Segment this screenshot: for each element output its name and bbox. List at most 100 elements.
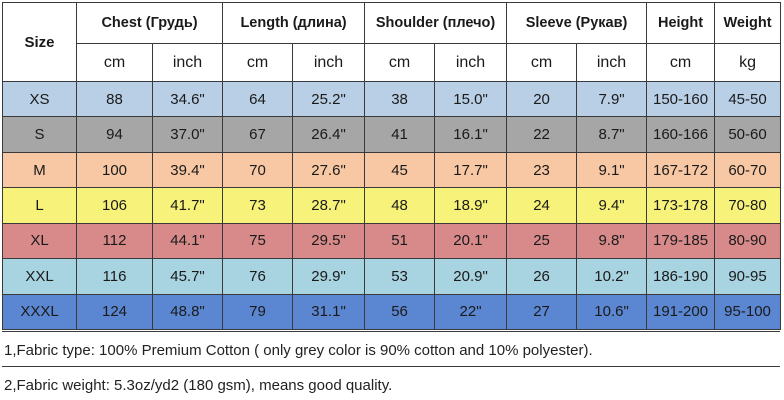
- table-row: XXL 116 45.7" 76 29.9" 53 20.9" 26 10.2" 186-190 9…: [2, 258, 782, 295]
- measurement-cell: 79: [222, 293, 294, 331]
- measurement-cell: 16.1": [434, 116, 508, 153]
- measurement-cell: 27.6": [292, 151, 366, 189]
- length-header: Length (длина): [222, 2, 366, 44]
- unit-header: inch: [292, 43, 366, 82]
- measurement-cell: 80-90: [714, 222, 782, 260]
- measurement-cell: 116: [76, 258, 153, 295]
- unit-header: inch: [434, 43, 508, 82]
- measurement-cell: 70-80: [714, 187, 782, 224]
- measurement-cell: 100: [76, 151, 153, 189]
- size-cell: L: [2, 187, 77, 224]
- measurement-cell: 73: [222, 187, 294, 224]
- measurement-cell: 50-60: [714, 116, 782, 153]
- measurement-cell: 25.2": [292, 80, 366, 118]
- measurement-cell: 37.0": [151, 116, 224, 153]
- measurement-cell: 31.1": [292, 293, 366, 331]
- measurement-cell: 94: [76, 116, 153, 153]
- measurement-cell: 64: [222, 80, 294, 118]
- measurement-cell: 167-172: [646, 151, 716, 189]
- measurement-cell: 45-50: [714, 80, 782, 118]
- measurement-cell: 27: [506, 293, 578, 331]
- unit-header: kg: [714, 43, 782, 82]
- header-group-row: Size Chest (Грудь) Length (длина) Should…: [2, 2, 782, 82]
- measurement-cell: 29.5": [292, 222, 366, 260]
- measurement-cell: 22": [434, 293, 508, 331]
- fabric-type-note: 1,Fabric type: 100% Premium Cotton ( onl…: [4, 342, 593, 359]
- measurement-cell: 60-70: [714, 151, 782, 189]
- measurement-cell: 112: [76, 222, 153, 260]
- shoulder-header: Shoulder (плечо): [364, 2, 508, 44]
- measurement-cell: 75: [222, 222, 294, 260]
- measurement-cell: 48.8": [151, 293, 224, 331]
- measurement-cell: 18.9": [434, 187, 508, 224]
- unit-header: inch: [151, 43, 224, 82]
- measurement-cell: 48: [364, 187, 436, 224]
- table-row: L 106 41.7" 73 28.7" 48 18.9" 24 9.4" 173-178 70-8…: [2, 187, 782, 224]
- measurement-cell: 90-95: [714, 258, 782, 295]
- measurement-cell: 10.6": [576, 293, 648, 331]
- fabric-weight-note: 2,Fabric weight: 5.3oz/yd2 (180 gsm), me…: [4, 377, 393, 394]
- measurement-cell: 56: [364, 293, 436, 331]
- size-chart-table: Size Chest (Грудь) Length (длина) Should…: [2, 2, 782, 331]
- measurement-cell: 186-190: [646, 258, 716, 295]
- unit-header: cm: [646, 43, 716, 82]
- measurement-cell: 26: [506, 258, 578, 295]
- unit-header: cm: [364, 43, 436, 82]
- measurement-cell: 70: [222, 151, 294, 189]
- weight-header: Weight: [714, 2, 782, 44]
- unit-header: cm: [506, 43, 578, 82]
- size-cell: XL: [2, 222, 77, 260]
- divider: [2, 331, 780, 332]
- measurement-cell: 160-166: [646, 116, 716, 153]
- table-row: M 100 39.4" 70 27.6" 45 17.7" 23 9.1" 167-172 60-7…: [2, 151, 782, 189]
- measurement-cell: 20: [506, 80, 578, 118]
- measurement-cell: 88: [76, 80, 153, 118]
- unit-header: cm: [76, 43, 153, 82]
- measurement-cell: 44.1": [151, 222, 224, 260]
- measurement-cell: 34.6": [151, 80, 224, 118]
- table-row: S 94 37.0" 67 26.4" 41 16.1" 22 8.7" 160-166 50-60: [2, 116, 782, 153]
- measurement-cell: 150-160: [646, 80, 716, 118]
- measurement-cell: 67: [222, 116, 294, 153]
- measurement-cell: 10.2": [576, 258, 648, 295]
- measurement-cell: 9.8": [576, 222, 648, 260]
- measurement-cell: 124: [76, 293, 153, 331]
- measurement-cell: 38: [364, 80, 436, 118]
- measurement-cell: 26.4": [292, 116, 366, 153]
- measurement-cell: 53: [364, 258, 436, 295]
- table-row: XXXL 124 48.8" 79 31.1" 56 22" 27 10.6" 191-200 95…: [2, 293, 782, 331]
- size-cell: XXL: [2, 258, 77, 295]
- measurement-cell: 191-200: [646, 293, 716, 331]
- chest-header: Chest (Грудь): [75, 2, 224, 44]
- measurement-cell: 20.1": [434, 222, 508, 260]
- unit-header: cm: [222, 43, 294, 82]
- unit-header: inch: [576, 43, 648, 82]
- measurement-cell: 39.4": [151, 151, 224, 189]
- measurement-cell: 24: [506, 187, 578, 224]
- size-cell: M: [2, 151, 77, 189]
- measurement-cell: 29.9": [292, 258, 366, 295]
- height-header: Height: [646, 2, 716, 44]
- measurement-cell: 76: [222, 258, 294, 295]
- table-row: XS 88 34.6" 64 25.2" 38 15.0" 20 7.9" 150-160 45-5…: [2, 80, 782, 118]
- measurement-cell: 17.7": [434, 151, 508, 189]
- measurement-cell: 15.0": [434, 80, 508, 118]
- size-cell: XS: [2, 80, 77, 118]
- measurement-cell: 106: [76, 187, 153, 224]
- header-unit-row: cm inch cm inch cm inch cm inch cm kg: [3, 43, 782, 82]
- measurement-cell: 41.7": [151, 187, 224, 224]
- measurement-cell: 22: [506, 116, 578, 153]
- size-cell: XXXL: [2, 293, 77, 331]
- sleeve-header: Sleeve (Рукав): [506, 2, 648, 44]
- measurement-cell: 20.9": [434, 258, 508, 295]
- divider: [2, 366, 780, 367]
- size-rows: XS 88 34.6" 64 25.2" 38 15.0" 20 7.9" 150-160 45-5…: [2, 80, 782, 331]
- measurement-cell: 51: [364, 222, 436, 260]
- size-column-header: Size: [2, 2, 77, 82]
- measurement-cell: 41: [364, 116, 436, 153]
- table-row: XL 112 44.1" 75 29.5" 51 20.1" 25 9.8" 179-185 80-…: [2, 222, 782, 260]
- size-cell: S: [2, 116, 77, 153]
- measurement-cell: 23: [506, 151, 578, 189]
- measurement-cell: 45: [364, 151, 436, 189]
- measurement-cell: 28.7": [292, 187, 366, 224]
